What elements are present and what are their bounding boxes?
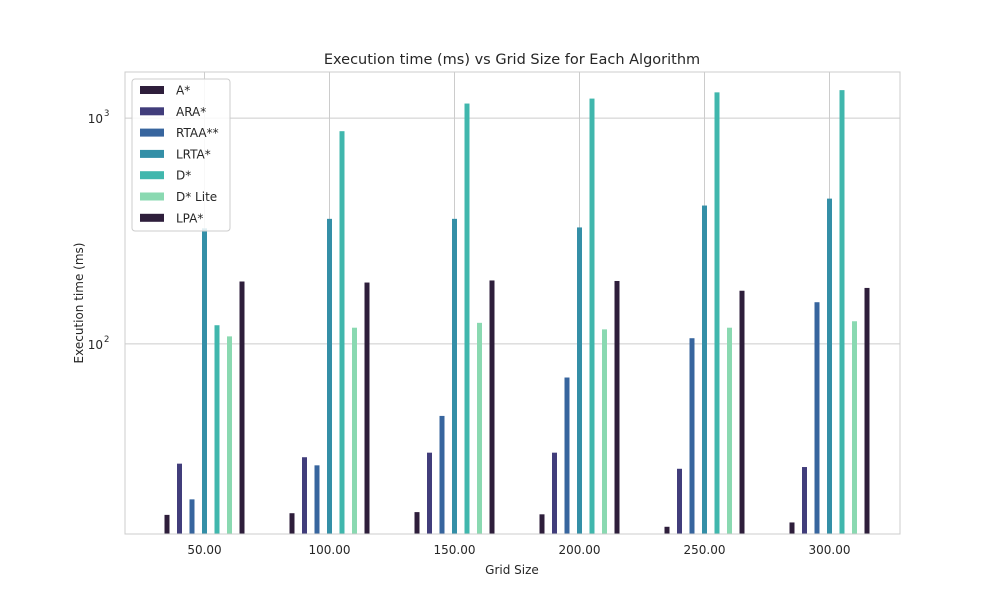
x-tick-label: 300.00 bbox=[809, 543, 851, 557]
legend-label: LPA* bbox=[176, 211, 203, 225]
bar bbox=[289, 513, 295, 534]
bar bbox=[352, 327, 357, 534]
bar bbox=[614, 280, 620, 534]
y-tick-label: 10 bbox=[88, 112, 103, 126]
bar bbox=[302, 457, 307, 534]
legend-label: D* bbox=[176, 169, 191, 183]
bar bbox=[852, 321, 857, 534]
bar bbox=[339, 131, 345, 534]
legend-swatch bbox=[140, 107, 164, 116]
bar bbox=[202, 228, 207, 534]
x-tick-label: 250.00 bbox=[684, 543, 726, 557]
legend-label: ARA* bbox=[176, 105, 206, 119]
x-tick-label: 150.00 bbox=[434, 543, 476, 557]
bar bbox=[677, 468, 682, 534]
bar bbox=[239, 281, 245, 534]
bar bbox=[602, 329, 607, 534]
bar bbox=[714, 92, 720, 535]
legend-items: A* ARA* RTAA** LRTA* D* D* Lite LPA* bbox=[140, 84, 219, 225]
bar bbox=[552, 452, 557, 534]
bar bbox=[439, 415, 445, 534]
bar bbox=[577, 227, 582, 534]
bar bbox=[789, 522, 795, 534]
bar bbox=[314, 465, 320, 534]
x-tick-labels: 50.00 100.00 150.00 200.00 250.00 300.00 bbox=[187, 543, 850, 557]
legend-label: A* bbox=[176, 84, 190, 98]
bar bbox=[727, 327, 732, 534]
legend-label: LRTA* bbox=[176, 147, 211, 161]
x-axis-label: Grid Size bbox=[485, 563, 539, 577]
bar bbox=[164, 514, 170, 534]
bar bbox=[414, 512, 420, 534]
chart-title: Execution time (ms) vs Grid Size for Eac… bbox=[324, 52, 700, 68]
bar bbox=[739, 290, 745, 534]
plot-frame bbox=[124, 71, 901, 535]
legend: A* ARA* RTAA** LRTA* D* D* Lite LPA* bbox=[131, 78, 231, 232]
legend-swatch bbox=[140, 192, 164, 201]
bar bbox=[177, 463, 182, 534]
legend-swatch bbox=[140, 149, 164, 158]
bar bbox=[477, 322, 482, 534]
bar bbox=[689, 338, 695, 534]
legend-swatch bbox=[140, 171, 164, 180]
legend-swatch bbox=[140, 213, 164, 222]
bar bbox=[564, 377, 570, 534]
bar bbox=[452, 218, 457, 534]
legend-swatch bbox=[140, 86, 164, 94]
x-tick-label: 50.00 bbox=[187, 543, 221, 557]
x-tick-label: 200.00 bbox=[559, 543, 601, 557]
y-tick-label: 10 bbox=[88, 338, 103, 352]
y-axis-label: Execution time (ms) bbox=[72, 243, 86, 364]
legend-label: D* Lite bbox=[176, 190, 217, 204]
bar bbox=[814, 302, 820, 534]
bar bbox=[702, 205, 707, 535]
legend-swatch bbox=[140, 128, 164, 137]
bar bbox=[864, 287, 870, 534]
legend-label: RTAA** bbox=[176, 126, 219, 140]
bar bbox=[427, 452, 432, 534]
bar bbox=[589, 98, 595, 534]
bars bbox=[164, 90, 870, 535]
bar bbox=[327, 218, 332, 534]
bar bbox=[464, 103, 470, 534]
bar bbox=[664, 526, 670, 534]
bar bbox=[802, 467, 807, 534]
bar bbox=[364, 282, 370, 534]
bar bbox=[214, 325, 220, 534]
bar bbox=[489, 280, 495, 534]
y-tick-exponent: 3 bbox=[104, 109, 109, 119]
y-tick-exponent: 2 bbox=[104, 335, 109, 345]
bar bbox=[839, 90, 845, 534]
bar bbox=[227, 336, 232, 534]
bar bbox=[539, 514, 545, 534]
bar bbox=[189, 499, 195, 534]
x-tick-label: 100.00 bbox=[309, 543, 351, 557]
bar bbox=[827, 198, 832, 534]
